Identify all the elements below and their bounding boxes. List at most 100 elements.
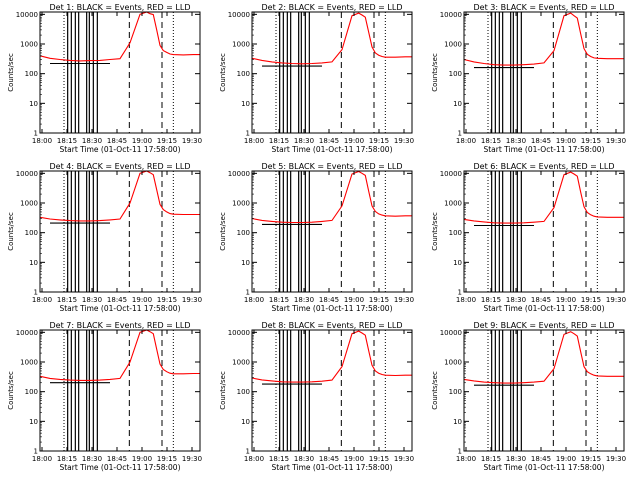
y-axis-label: Counts/sec [7,371,15,410]
x-axis-label: Start Time (01-Oct-11 17:58:00) [271,304,392,313]
y-tick-label: 1 [34,448,38,456]
panel-det-1: 18:00 18:15 18:30 18:45 19:00 19:15 19:30 1 10 10… [7,3,202,154]
y-tick-label: 1000 [444,41,462,49]
x-tick-label: 18:45 [319,296,339,304]
y-tick-label: 1 [458,448,462,456]
plot-frame [251,329,413,452]
x-tick-label: 18:00 [244,455,264,463]
y-tick-label: 10000 [440,170,462,178]
y-axis-label: Counts/sec [219,371,227,410]
x-tick-label: 18:45 [531,455,551,463]
x-tick-label: 18:45 [531,296,551,304]
panel-title: Det 1: BLACK = Events, RED = LLD [50,3,191,12]
x-tick-label: 18:15 [481,296,501,304]
y-tick-label: 1 [246,448,250,456]
x-tick-label: 18:30 [506,137,526,145]
y-tick-label: 10000 [16,11,38,19]
x-tick-label: 19:15 [369,455,389,463]
x-tick-label: 19:00 [344,455,364,463]
x-axis-label: Start Time (01-Oct-11 17:58:00) [483,304,604,313]
x-tick-label: 19:15 [157,296,177,304]
y-tick-label: 1 [34,289,38,297]
panel-det-8: 18:00 18:15 18:30 18:45 19:00 19:15 19:30 1 10 10… [219,321,414,472]
y-tick-label: 10000 [228,170,250,178]
y-tick-label: 1000 [20,359,38,367]
plot-frame [463,329,625,452]
x-tick-label: 19:30 [182,296,202,304]
panel-title: Det 8: BLACK = Events, RED = LLD [262,321,403,330]
x-tick-label: 18:30 [506,455,526,463]
x-tick-label: 19:15 [581,296,601,304]
x-tick-label: 18:15 [57,137,77,145]
x-tick-label: 19:30 [394,296,414,304]
y-axis-label: Counts/sec [219,53,227,92]
x-tick-label: 18:00 [32,455,52,463]
panel-det-4: 18:00 18:15 18:30 18:45 19:00 19:15 19:30 1 10 10… [7,162,202,313]
y-axis-label: Counts/sec [7,212,15,251]
x-tick-label: 18:00 [456,137,476,145]
y-tick-label: 10000 [16,329,38,337]
panel-det-2: 18:00 18:15 18:30 18:45 19:00 19:15 19:30 1 10 10… [219,3,414,154]
x-tick-label: 18:15 [269,296,289,304]
x-tick-label: 18:15 [481,455,501,463]
x-tick-label: 19:15 [369,296,389,304]
x-tick-label: 18:45 [107,455,127,463]
lld-series-line [463,12,624,66]
x-tick-label: 18:15 [269,455,289,463]
x-tick-label: 19:00 [132,137,152,145]
x-tick-label: 19:30 [394,137,414,145]
panel-title: Det 5: BLACK = Events, RED = LLD [262,162,403,171]
x-tick-label: 19:30 [606,296,626,304]
y-tick-label: 100 [237,388,250,396]
x-tick-label: 18:30 [82,137,102,145]
x-tick-label: 18:00 [32,137,52,145]
x-tick-label: 19:30 [394,455,414,463]
x-axis-label: Start Time (01-Oct-11 17:58:00) [271,145,392,154]
y-tick-label: 100 [449,70,462,78]
y-tick-label: 1 [246,289,250,297]
x-tick-label: 18:15 [57,296,77,304]
y-tick-label: 1000 [444,359,462,367]
y-tick-label: 100 [25,229,38,237]
y-axis-label: Counts/sec [431,53,439,92]
lld-series-line [251,170,412,224]
x-tick-label: 19:00 [556,455,576,463]
y-tick-label: 10000 [228,11,250,19]
y-tick-label: 10 [241,259,250,267]
x-tick-label: 18:00 [244,296,264,304]
panel-title: Det 9: BLACK = Events, RED = LLD [474,321,615,330]
y-tick-label: 1 [34,130,38,138]
y-tick-label: 10000 [440,11,462,19]
panel-det-3: 18:00 18:15 18:30 18:45 19:00 19:15 19:30 1 10 10… [431,3,626,154]
x-tick-label: 19:30 [606,137,626,145]
x-tick-label: 18:30 [82,296,102,304]
y-axis-label: Counts/sec [431,371,439,410]
lld-series-line [463,331,624,384]
lld-series-line [463,171,624,224]
y-tick-label: 1 [246,130,250,138]
plot-frame [39,170,201,293]
x-tick-label: 19:15 [581,455,601,463]
x-tick-label: 19:00 [132,455,152,463]
x-tick-label: 18:15 [57,455,77,463]
y-tick-label: 10 [453,100,462,108]
y-tick-label: 10 [29,100,38,108]
plot-frame [39,329,201,452]
y-axis-label: Counts/sec [431,212,439,251]
y-tick-label: 10000 [440,329,462,337]
x-tick-label: 18:45 [319,137,339,145]
x-tick-label: 18:30 [294,137,314,145]
y-tick-label: 100 [25,70,38,78]
panel-det-6: 18:00 18:15 18:30 18:45 19:00 19:15 19:30 1 10 10… [431,162,626,313]
y-tick-label: 100 [237,229,250,237]
panel-det-5: 18:00 18:15 18:30 18:45 19:00 19:15 19:30 1 10 10… [219,162,414,313]
y-axis-label: Counts/sec [7,53,15,92]
panel-title: Det 3: BLACK = Events, RED = LLD [474,3,615,12]
y-tick-label: 10000 [228,329,250,337]
x-tick-label: 18:45 [107,296,127,304]
x-tick-label: 19:15 [157,455,177,463]
x-tick-label: 19:15 [369,137,389,145]
x-axis-label: Start Time (01-Oct-11 17:58:00) [483,145,604,154]
lld-series-line [251,12,412,65]
